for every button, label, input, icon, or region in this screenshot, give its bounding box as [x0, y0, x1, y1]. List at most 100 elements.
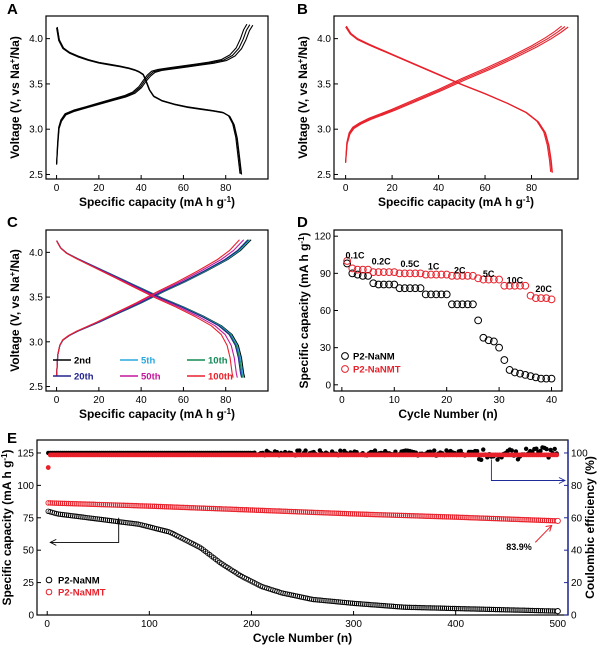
panel-e-capacity-nanm-point	[431, 605, 437, 611]
panel-d-point-P2-NaNMT	[374, 268, 383, 277]
panel-e-capacity-nanmt-point	[182, 504, 188, 511]
panel-e-capacity-nanmt-point	[411, 513, 417, 519]
panel-e-capacity-nanmt-point	[310, 509, 317, 516]
panel-e-capacity-nanmt-point	[364, 511, 370, 518]
panel-e-capacity-nanmt-point	[290, 508, 297, 515]
panel-e-capacity-nanmt-point	[235, 506, 241, 513]
panel-a-discharge-curve	[56, 27, 243, 175]
panel-e-left-arrowhead	[49, 539, 57, 546]
panel-d-legend-label-P2-NaNMT: P2-NaNMT	[353, 365, 401, 376]
panel-e-capacity-nanmt-point	[274, 508, 280, 514]
panel-c-xtick-label: 60	[178, 395, 190, 406]
panel-e-capacity-nanmt-point	[437, 513, 444, 520]
panel-e-capacity-nanm-point	[521, 607, 527, 613]
panel-e-capacity-nanm-point	[355, 601, 362, 607]
panel-e-capacity-nanm-point	[486, 606, 493, 613]
panel-c-legend-label-5th: 5th	[141, 356, 155, 367]
panel-e-capacity-nanmt-point	[270, 508, 276, 514]
panel-d-point-P2-NaNMT	[390, 268, 399, 277]
panel-e-capacity-nanmt-point	[192, 505, 199, 511]
panel-d-point-P2-NaNM	[531, 373, 540, 382]
panel-e-capacity-nanm-point	[547, 608, 554, 614]
panel-d-point-P2-NaNMT	[369, 268, 378, 277]
panel-d-point-P2-NaNM	[369, 279, 378, 288]
panel-a-discharge-curve	[56, 27, 242, 175]
panel-d-point-P2-NaNM	[442, 290, 451, 299]
panel-e-capacity-nanm-point	[468, 606, 474, 612]
panel-e-capacity-nanmt-point	[455, 514, 462, 520]
panel-e-capacity-nanmt-point	[298, 509, 305, 515]
panel-e-ce-nanm-point	[479, 457, 484, 462]
panel-d-point-P2-NaNMT	[353, 265, 362, 274]
panel-e-capacity-nanmt-point	[480, 515, 486, 521]
panel-e-capacity-nanmt-point	[392, 512, 399, 518]
panel-e-capacity-nanmt-point	[498, 516, 505, 522]
panel-a-charge-curve	[56, 23, 248, 164]
panel-e-capacity-nanmt-point	[421, 513, 427, 519]
panel-d-rate-label: 0.5C	[400, 259, 420, 269]
panel-e-capacity-nanm-point	[513, 607, 519, 613]
panel-e-capacity-nanm-point	[94, 516, 100, 522]
panel-d-point-P2-NaNM	[358, 271, 367, 280]
panel-e-capacity-nanmt-point	[204, 505, 211, 512]
panel-e-capacity-nanm-point	[433, 605, 439, 611]
panel-e-capacity-nanmt-point	[502, 516, 509, 522]
panel-e-capacity-nanmt-point	[217, 506, 223, 512]
panel-e-capacity-nanmt-point	[427, 513, 433, 520]
panel-e-capacity-nanm-point	[419, 604, 425, 611]
panel-e-capacity-nanmt-point	[247, 507, 254, 513]
panel-e-capacity-nanm-point	[392, 603, 399, 610]
panel-d-rate-label: 0.1C	[345, 250, 365, 260]
panel-e-capacity-nanm-end	[554, 608, 561, 615]
panel-e-capacity-nanmt-point	[306, 509, 313, 515]
panel-e-capacity-nanmt-point	[137, 503, 143, 509]
panel-e-ytick-label: 25	[23, 578, 35, 589]
panel-e-capacity-nanmt-point	[292, 508, 299, 515]
panel-b-xtick-label: 20	[387, 183, 399, 194]
panel-e-capacity-nanmt-point	[353, 511, 360, 517]
panel-e-ce-nanmt-point	[45, 465, 51, 470]
panel-e-capacity-nanm-point	[351, 600, 358, 607]
panel-e-capacity-nanmt-point	[161, 503, 168, 510]
panel-e-capacity-nanmt-point	[198, 505, 205, 511]
panel-c-ytick-label: 2.5	[29, 382, 43, 393]
panel-a-xlabel: Specific capacity (mA h g-1)	[79, 195, 235, 210]
panel-e-capacity-nanmt-point	[202, 505, 209, 512]
panel-e-capacity-nanm-point	[458, 605, 464, 612]
panel-e-capacity-nanmt-point	[264, 507, 270, 514]
panel-e-capacity-nanm-point	[429, 605, 435, 611]
panel-e-capacity-nanm-point	[76, 513, 82, 520]
panel-e-capacity-nanmt-point	[406, 512, 413, 519]
panel-d-point-P2-NaNM	[510, 368, 519, 377]
panel-e-capacity-nanmt-point	[500, 516, 507, 522]
panel-e-capacity-nanmt-point	[419, 513, 425, 519]
panel-e-capacity-nanmt-point	[509, 516, 515, 522]
panel-e-capacity-nanmt-point	[390, 512, 397, 518]
panel-d-point-P2-NaNMT	[547, 295, 556, 304]
panel-e-capacity-nanmt-point	[80, 501, 86, 507]
panel-e-capacity-nanm-point	[470, 606, 476, 612]
panel-e-ce-nanm-point	[297, 448, 302, 453]
panel-d-point-P2-NaNMT	[495, 275, 504, 284]
panel-e-right-arrowhead	[558, 477, 566, 484]
panel-e-capacity-nanmt-point	[543, 517, 550, 524]
panel-e-capacity-nanmt-point	[63, 500, 70, 507]
panel-e-ytick-label: 125	[17, 448, 34, 459]
panel-e-capacity-nanmt-point	[525, 517, 531, 523]
panel-e-capacity-nanmt-point	[239, 506, 246, 513]
panel-e-capacity-nanm-point	[98, 516, 105, 523]
panel-e-capacity-nanm-point	[65, 512, 72, 519]
panel-d-ytick-label: 0	[325, 380, 331, 391]
panel-e-capacity-nanmt-point	[317, 509, 323, 516]
panel-e-capacity-nanm-point	[411, 604, 417, 611]
panel-e-capacity-nanmt-point	[345, 510, 352, 517]
panel-e-capacity-nanmt-point	[513, 516, 519, 523]
panel-e-capacity-nanmt-point	[206, 505, 213, 512]
panel-e-capacity-nanm-point	[402, 604, 409, 610]
panel-e-ytick-label: 75	[23, 513, 35, 524]
panel-e-capacity-nanmt-point	[147, 503, 154, 509]
panel-e-capacity-nanmt-point	[531, 517, 538, 523]
panel-e-capacity-nanmt-point	[394, 512, 401, 519]
panel-e-capacity-nanm-point	[92, 515, 98, 522]
